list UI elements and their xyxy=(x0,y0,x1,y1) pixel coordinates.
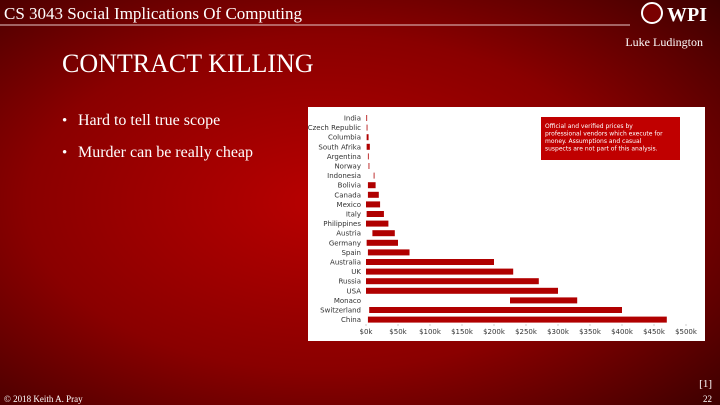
citation: [1] xyxy=(699,378,712,390)
category-label: Austria xyxy=(336,230,361,238)
bar xyxy=(366,268,514,275)
bar xyxy=(368,163,370,169)
bar xyxy=(366,134,369,141)
bar xyxy=(366,287,558,294)
category-label: Columbia xyxy=(328,134,361,142)
bar xyxy=(510,297,578,304)
x-tick-label: $500k xyxy=(675,328,698,336)
bar xyxy=(366,201,381,208)
annotation: professional vendors which execute for xyxy=(545,131,663,138)
category-label: Spain xyxy=(341,249,361,257)
bar xyxy=(366,124,368,131)
bar xyxy=(373,172,375,179)
bar xyxy=(366,259,494,265)
category-label: Bolivia xyxy=(338,182,361,190)
copyright: © 2018 Keith A. Pray xyxy=(4,394,83,404)
bar xyxy=(367,249,410,256)
category-label: Italy xyxy=(346,211,361,219)
annotation: money. Assumptions and casual xyxy=(545,138,642,145)
category-label: Australia xyxy=(330,259,361,267)
bar xyxy=(366,115,368,121)
bar xyxy=(366,220,389,227)
bar xyxy=(366,239,398,246)
x-tick-label: $150k xyxy=(451,328,474,336)
bullet-dot: • xyxy=(62,145,67,161)
x-tick-label: $100k xyxy=(419,328,442,336)
bar xyxy=(367,191,379,198)
logo-text: WPI xyxy=(667,4,707,26)
category-label: Switzerland xyxy=(320,307,361,315)
category-label: Argentina xyxy=(327,153,361,161)
x-tick-label: $0k xyxy=(360,328,374,336)
category-label: Canada xyxy=(334,191,361,199)
bar xyxy=(366,143,370,150)
x-tick-label: $450k xyxy=(643,328,666,336)
bar xyxy=(372,230,395,237)
bar xyxy=(367,316,667,323)
category-label: Indonesia xyxy=(327,172,361,180)
course-title: CS 3043 Social Implications Of Computing xyxy=(4,4,302,23)
logo-seal xyxy=(641,2,663,24)
category-label: Norway xyxy=(334,163,361,171)
bar xyxy=(369,307,622,313)
x-tick-label: $400k xyxy=(611,328,634,336)
x-tick-label: $300k xyxy=(547,328,570,336)
bar xyxy=(366,211,384,217)
x-tick-label: $350k xyxy=(579,328,602,336)
author: Luke Ludington xyxy=(625,35,703,49)
category-label: China xyxy=(341,316,361,324)
annotation: suspects are not part of this analysis. xyxy=(545,146,658,153)
category-label: South Afrika xyxy=(318,143,361,151)
x-tick-label: $250k xyxy=(515,328,538,336)
bullet: Hard to tell true scope xyxy=(78,112,220,129)
bullet: Murder can be really cheap xyxy=(78,144,253,161)
annotation-box xyxy=(541,117,680,160)
category-label: India xyxy=(344,115,361,123)
x-tick-label: $200k xyxy=(483,328,506,336)
bar xyxy=(366,278,539,285)
category-label: USA xyxy=(347,287,362,295)
category-label: Russia xyxy=(338,278,361,286)
x-tick-label: $50k xyxy=(389,328,407,336)
annotation: Official and verified prices by xyxy=(545,123,633,130)
bar xyxy=(367,182,376,189)
bar xyxy=(367,153,369,160)
page-number: 22 xyxy=(703,394,712,404)
slide-title: CONTRACT KILLING xyxy=(62,49,314,78)
category-label: Mexico xyxy=(337,201,361,209)
category-label: Czech Republic xyxy=(308,124,361,132)
bullet-dot: • xyxy=(62,113,67,129)
category-label: Philippines xyxy=(323,220,361,228)
category-label: Monaco xyxy=(334,297,361,305)
category-label: Germany xyxy=(329,239,361,247)
category-label: UK xyxy=(351,268,361,276)
